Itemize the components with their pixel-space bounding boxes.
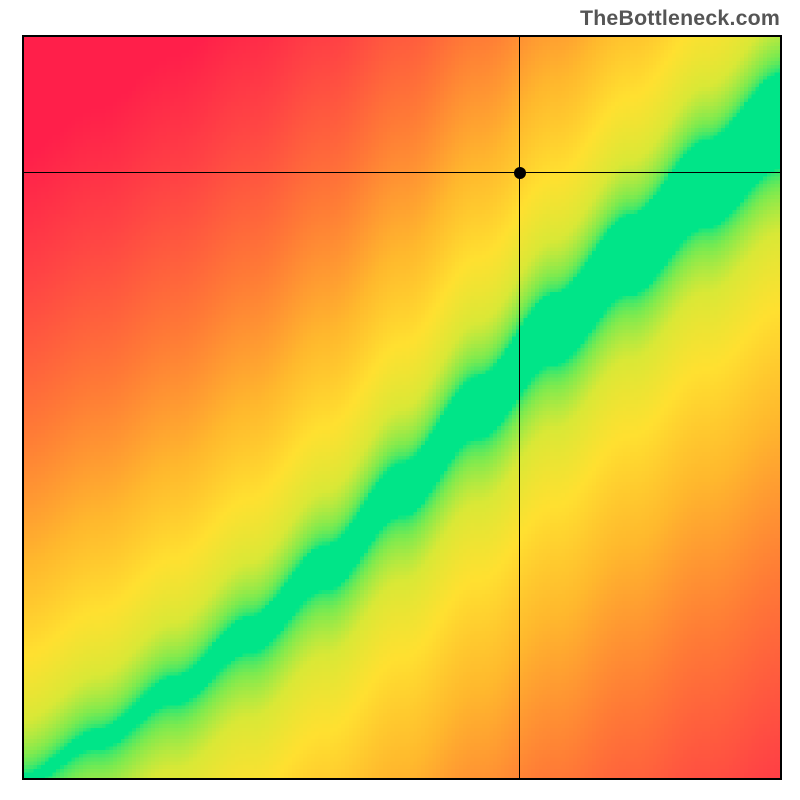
plot-frame <box>22 35 782 780</box>
watermark-text: TheBottleneck.com <box>580 6 780 31</box>
figure-container: TheBottleneck.com <box>0 0 800 800</box>
